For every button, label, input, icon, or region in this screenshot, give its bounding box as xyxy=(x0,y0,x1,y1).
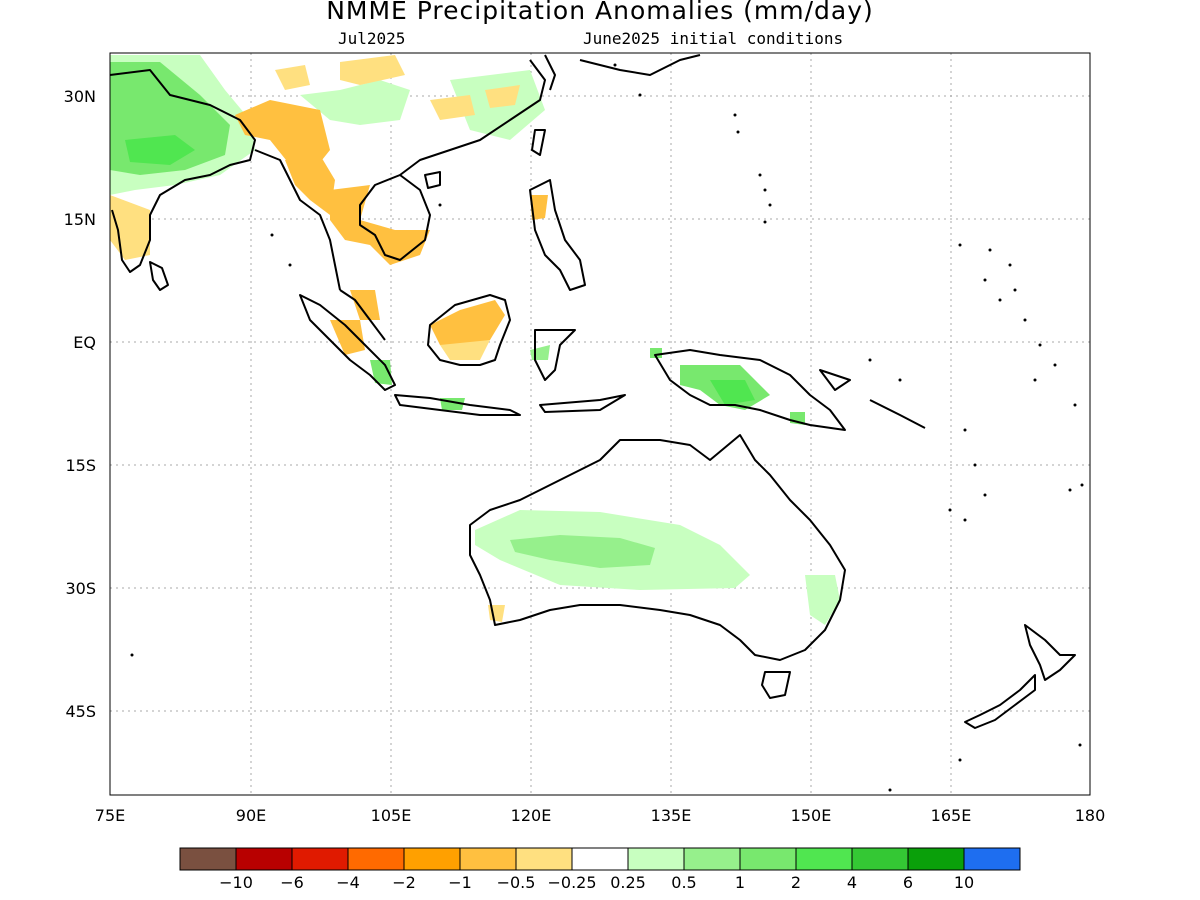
colorbar-label: −2 xyxy=(392,873,416,892)
latitude-labels: 30N 15N EQ 15S 30S 45S xyxy=(64,87,96,721)
lat-label: 30S xyxy=(65,579,96,598)
colorbar-swatch xyxy=(459,847,517,871)
anomaly-china-dry xyxy=(430,95,475,120)
coast-india xyxy=(109,69,256,273)
colorbar-label: 4 xyxy=(847,873,857,892)
lon-label: 135E xyxy=(651,806,692,825)
anomaly-east-australia-wet xyxy=(805,575,840,625)
anomaly-indochina-dry xyxy=(330,185,430,265)
colorbar-swatch xyxy=(347,847,405,871)
coast-java xyxy=(394,394,521,416)
colorbar-swatch xyxy=(627,847,685,871)
lon-label: 90E xyxy=(236,806,266,825)
coast-nz-south xyxy=(964,674,1036,729)
anomaly-china-dry2 xyxy=(485,85,520,108)
colorbar-swatch xyxy=(515,847,573,871)
coast-korea xyxy=(544,54,556,91)
colorbar-label: 0.25 xyxy=(610,873,646,892)
colorbar-label: 10 xyxy=(954,873,974,892)
anomaly-tibet-wet xyxy=(300,80,410,125)
coast-taiwan xyxy=(531,129,546,156)
colorbar: −10 −6 −4 −2 −1 −0.5 −0.25 0.25 0.5 1 2 4 6 10 xyxy=(179,847,1021,892)
colorbar-label: −1 xyxy=(448,873,472,892)
anomaly-myanmar-dry xyxy=(285,155,335,215)
anomaly-tibet-dry xyxy=(340,55,405,85)
lat-label: 30N xyxy=(64,87,96,106)
anomaly-australia-wet xyxy=(510,535,655,568)
colorbar-swatch xyxy=(571,847,629,871)
lon-label: 120E xyxy=(511,806,552,825)
coast-sri-lanka xyxy=(149,261,169,291)
colorbar-swatch xyxy=(963,847,1021,871)
colorbar-label: 2 xyxy=(791,873,801,892)
anomaly-bay-dry xyxy=(110,195,150,260)
colorbar-label: −0.5 xyxy=(497,873,536,892)
colorbar-swatch xyxy=(739,847,797,871)
colorbar-swatch xyxy=(291,847,349,871)
coast-borneo xyxy=(427,294,511,366)
forecast-month: Jul2025 xyxy=(338,29,406,48)
colorbar-swatch xyxy=(179,847,237,871)
map-title: NMME Precipitation Anomalies (mm/day) xyxy=(326,0,874,25)
pacific-islands xyxy=(130,63,1084,792)
coast-timor xyxy=(539,394,626,413)
lat-label: 15N xyxy=(64,210,96,229)
coast-new-britain xyxy=(819,369,851,391)
anomaly-png-wet3 xyxy=(650,348,662,358)
lat-label: 15S xyxy=(65,456,96,475)
lon-label: 105E xyxy=(371,806,412,825)
anomaly-philippines-dry xyxy=(530,195,548,220)
coast-indochina xyxy=(359,174,431,261)
grid-lines xyxy=(110,53,1090,795)
coast-thailand xyxy=(339,289,386,341)
coast-philippines xyxy=(529,179,586,291)
anomaly-shading xyxy=(110,55,840,625)
colorbar-label: 0.5 xyxy=(671,873,696,892)
colorbar-swatch xyxy=(795,847,853,871)
coast-new-guinea xyxy=(654,349,846,431)
anomaly-borneo-dry xyxy=(430,300,505,345)
longitude-labels: 75E 90E 105E 120E 135E 150E 165E 180 xyxy=(95,806,1106,825)
anomaly-borneo-dry-light xyxy=(440,340,490,360)
lon-label: 165E xyxy=(931,806,972,825)
colorbar-label: −6 xyxy=(280,873,304,892)
coast-china xyxy=(399,59,546,176)
colorbar-swatch xyxy=(683,847,741,871)
coast-sulawesi xyxy=(534,329,576,381)
colorbar-swatch xyxy=(851,847,909,871)
coast-japan xyxy=(579,54,701,76)
initial-conditions: June2025 initial conditions xyxy=(583,29,844,48)
anomaly-himalaya-dry xyxy=(235,100,330,175)
lon-label: 150E xyxy=(791,806,832,825)
colorbar-label: −0.25 xyxy=(547,873,596,892)
anomaly-sumatra-dry xyxy=(330,320,365,355)
colorbar-label: 1 xyxy=(735,873,745,892)
lat-label: EQ xyxy=(73,333,96,352)
coast-sumatra xyxy=(299,294,396,391)
anomaly-tibet-dry2 xyxy=(275,65,310,90)
coast-nz-north xyxy=(1024,624,1076,681)
coast-bangladesh-myanmar xyxy=(254,149,341,291)
coast-hainan xyxy=(424,171,441,189)
colorbar-swatch xyxy=(403,847,461,871)
lon-label: 180 xyxy=(1075,806,1106,825)
colorbar-label: −4 xyxy=(336,873,360,892)
colorbar-label: −10 xyxy=(219,873,253,892)
lat-label: 45S xyxy=(65,702,96,721)
coast-tasmania xyxy=(761,671,791,699)
coast-australia xyxy=(469,434,846,661)
colorbar-label: 6 xyxy=(903,873,913,892)
colorbar-swatch xyxy=(907,847,965,871)
map-frame xyxy=(109,52,1091,796)
colorbar-swatch xyxy=(235,847,293,871)
anomaly-malaya-dry xyxy=(350,290,380,320)
coast-solomons xyxy=(869,399,926,429)
lon-label: 75E xyxy=(95,806,125,825)
anomaly-png-wet-core xyxy=(710,380,755,405)
anomaly-sulawesi-wet xyxy=(530,345,550,360)
anomaly-india-wet-core xyxy=(125,135,195,165)
coastlines xyxy=(109,54,1076,729)
